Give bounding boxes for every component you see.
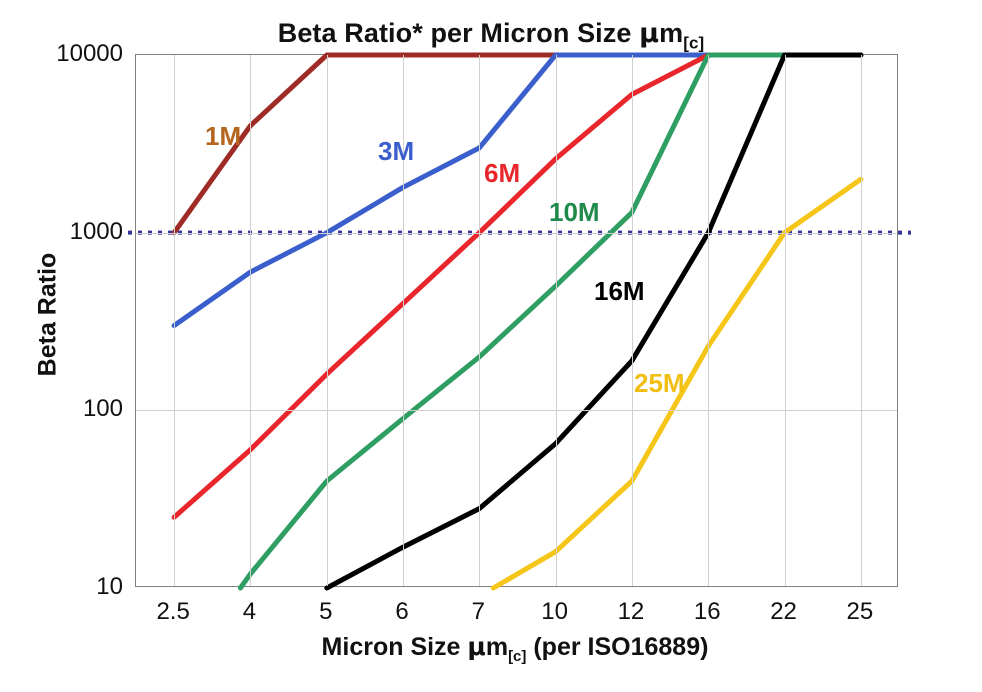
gridline-vertical [250, 55, 251, 586]
x-axis-title-tail: (per ISO16889) [526, 633, 709, 661]
series-label-16m: 16M [594, 276, 645, 306]
y-tick-label: 10000 [56, 40, 123, 67]
gridline-vertical [861, 55, 862, 586]
x-tick-label: 22 [770, 598, 797, 625]
y-tick-label: 1000 [69, 217, 123, 245]
gridline-vertical [174, 55, 175, 586]
y-tick-label: 10 [96, 573, 123, 600]
plot-area [128, 52, 911, 591]
y-tick-label: 100 [82, 395, 123, 423]
gridline-vertical [479, 55, 480, 586]
series-line-3m [171, 52, 864, 329]
series-label-6m: 6M [484, 158, 521, 188]
series-line-10m [237, 52, 864, 591]
series-label-3m: 3M [378, 136, 415, 166]
series-line-25m [490, 176, 864, 591]
x-axis-title-m: m [485, 633, 509, 661]
gridline-vertical [632, 55, 633, 586]
x-tick-label: 7 [471, 598, 486, 625]
gridline-vertical [785, 55, 786, 586]
series-lines [128, 52, 911, 591]
x-tick-label: 6 [395, 598, 409, 625]
x-tick-label: 2.5 [156, 598, 190, 625]
series-label-10m: 10M [549, 197, 600, 227]
x-tick-label: 25 [846, 598, 874, 625]
gridline-vertical [403, 55, 404, 586]
gridline-vertical [556, 55, 557, 586]
chart-title: Beta Ratio* per Micron Size μm[c] [0, 18, 982, 53]
x-axis-title-subscript: [c] [508, 648, 527, 665]
series-line-1m [171, 52, 864, 236]
x-tick-label: 4 [242, 598, 257, 625]
series-line-16m [324, 52, 864, 591]
gridline-horizontal [136, 410, 897, 411]
series-label-25m: 25M [634, 368, 685, 398]
x-axis-title: Micron Size μm[c] (per ISO16889) [130, 632, 900, 665]
series-label-1m: 1M [205, 121, 242, 151]
gridline-vertical [327, 55, 328, 586]
gridline-horizontal [136, 233, 897, 234]
x-axis-title-mu: μ [467, 632, 486, 661]
series-line-6m [171, 52, 864, 520]
x-tick-label: 16 [693, 598, 721, 625]
x-axis-title-lead: Micron Size [321, 633, 468, 661]
chart-title-m: m [659, 18, 684, 48]
chart-title-mu: μ [639, 18, 660, 49]
chart-title-text: Beta Ratio* per Micron Size [277, 18, 640, 48]
x-tick-label: 12 [617, 598, 645, 625]
gridline-vertical [708, 55, 709, 586]
x-tick-label: 5 [319, 598, 333, 625]
x-tick-label: 10 [541, 598, 568, 625]
chart-title-subscript: [c] [683, 33, 705, 53]
